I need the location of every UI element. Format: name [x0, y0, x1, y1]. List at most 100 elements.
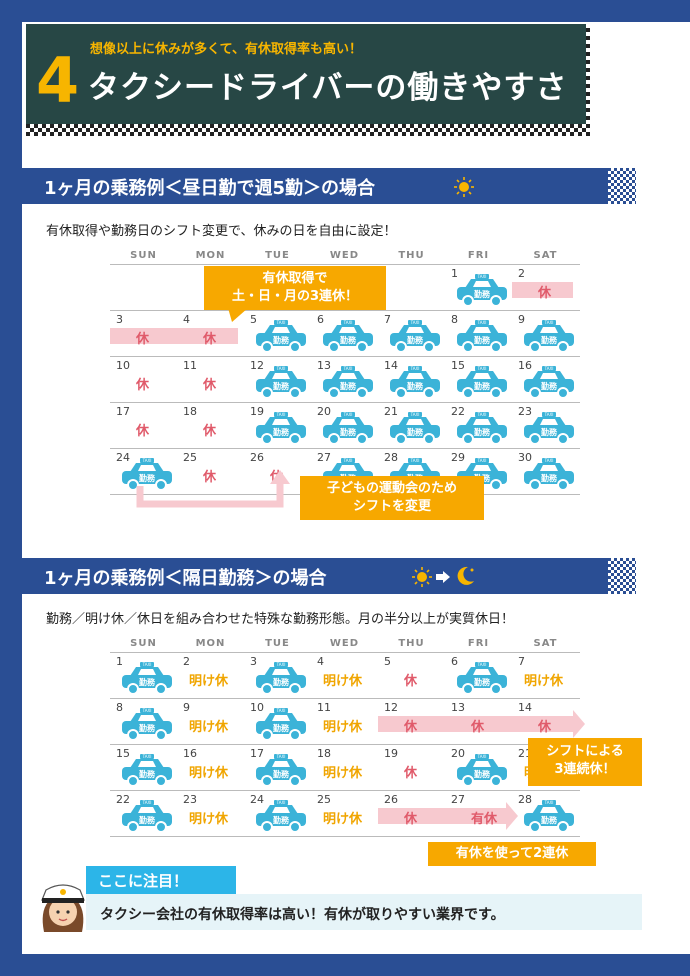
- section-number: 4: [36, 44, 80, 117]
- page-title: タクシードライバーの働きやすさ: [88, 70, 568, 106]
- note-heading: ここに注目！: [86, 866, 236, 894]
- checker-flag: [608, 558, 636, 594]
- calendar-section1: SUN MON TUE WED THU FRI SAT 1 TAXI 勤務 2 休 3 休 4 休 5 TAXI 勤…: [110, 250, 580, 500]
- taxi-sign-label: TAXI: [276, 800, 286, 805]
- work-label: 勤務: [541, 473, 558, 483]
- taxi-sign-label: TAXI: [142, 800, 152, 805]
- calendar-gridline: [110, 356, 580, 357]
- taxi-sign-label: TAXI: [544, 412, 554, 417]
- day-number: 26: [250, 451, 264, 464]
- taxi-sign-label: TAXI: [142, 708, 152, 713]
- day-number: 7: [518, 655, 525, 668]
- section2-bar: 1ヶ月の乗務例＜隔日勤務＞の場合: [22, 558, 636, 594]
- taxi-sign-label: TAXI: [343, 458, 353, 463]
- day-number: 5: [384, 655, 391, 668]
- taxi-icon: TAXI 勤務: [122, 458, 172, 491]
- day-off-label: 休: [136, 378, 150, 393]
- header-subtitle: 想像以上に休みが多くて、有休取得率も高い！: [90, 42, 362, 57]
- weekday-label: SAT: [533, 250, 558, 261]
- taxi-sign-label: TAXI: [410, 458, 420, 463]
- day-number: 4: [183, 313, 190, 326]
- taxi-icon: TAXI 勤務: [524, 366, 574, 399]
- day-number: 8: [451, 313, 458, 326]
- taxi-icon: TAXI 勤務: [524, 800, 574, 833]
- work-label: 勤務: [273, 677, 290, 687]
- taxi-icon: TAXI 勤務: [390, 320, 440, 353]
- weekday-label: THU: [398, 638, 425, 649]
- day-number: 9: [183, 701, 190, 714]
- work-label: 勤務: [541, 427, 558, 437]
- taxi-sign-label: TAXI: [544, 800, 554, 805]
- after-shift-off-label: 明け休: [524, 674, 564, 689]
- taxi-sign-label: TAXI: [276, 708, 286, 713]
- calendar-gridline: [110, 310, 580, 311]
- taxi-sign-label: TAXI: [276, 754, 286, 759]
- after-shift-off-label: 明け休: [189, 812, 229, 827]
- work-label: 勤務: [340, 335, 357, 345]
- taxi-sign-label: TAXI: [343, 366, 353, 371]
- work-label: 勤務: [139, 769, 156, 779]
- day-number: 29: [451, 451, 465, 464]
- after-shift-off-label: 明け休: [189, 720, 229, 735]
- weekday-label: FRI: [467, 638, 490, 649]
- taxi-sign-label: TAXI: [276, 412, 286, 417]
- driver-avatar: [41, 884, 85, 932]
- after-shift-off-label: 明け休: [189, 766, 229, 781]
- work-label: 勤務: [139, 473, 156, 483]
- day-number: 13: [317, 359, 331, 372]
- calendar-gridline: [110, 448, 580, 449]
- work-label: 勤務: [474, 381, 491, 391]
- taxi-icon: TAXI 勤務: [457, 754, 507, 787]
- day-number: 6: [317, 313, 324, 326]
- work-label: 勤務: [273, 427, 290, 437]
- taxi-sign-label: TAXI: [410, 320, 420, 325]
- section2-title: 1ヶ月の乗務例＜隔日勤務＞の場合: [44, 568, 327, 589]
- taxi-icon: TAXI 勤務: [122, 708, 172, 741]
- taxi-icon: TAXI 勤務: [256, 662, 306, 695]
- calendar-gridline: [110, 836, 580, 837]
- taxi-sign-label: TAXI: [477, 458, 487, 463]
- callout-three-day-holiday: 有休取得で 土・日・月の3連休！: [204, 266, 386, 310]
- day-number: 16: [518, 359, 532, 372]
- taxi-sign-label: TAXI: [477, 662, 487, 667]
- day-off-label: 休: [538, 286, 552, 301]
- taxi-icon: TAXI 勤務: [323, 412, 373, 445]
- day-number: 16: [183, 747, 197, 760]
- work-label: 勤務: [139, 815, 156, 825]
- checker-flag: [608, 168, 636, 204]
- day-number: 18: [317, 747, 331, 760]
- taxi-icon: TAXI 勤務: [256, 754, 306, 787]
- day-number: 10: [116, 359, 130, 372]
- day-number: 11: [183, 359, 197, 372]
- day-off-label: 休: [203, 470, 217, 485]
- day-number: 23: [183, 793, 197, 806]
- taxi-icon: TAXI 勤務: [524, 412, 574, 445]
- calendar-gridline: [110, 402, 580, 403]
- section1-bar: 1ヶ月の乗務例＜昼日勤で週5勤＞の場合: [22, 168, 636, 204]
- taxi-icon: TAXI 勤務: [457, 366, 507, 399]
- day-off-label: 休: [136, 332, 150, 347]
- day-number: 28: [384, 451, 398, 464]
- taxi-sign-label: TAXI: [544, 366, 554, 371]
- day-number: 1: [451, 267, 458, 280]
- work-label: 勤務: [474, 335, 491, 345]
- weekday-label: THU: [398, 250, 425, 261]
- day-number: 2: [183, 655, 190, 668]
- work-label: 勤務: [541, 335, 558, 345]
- calendar-section2: SUN MON TUE WED THU FRI SAT 1 TAXI 勤務 2 明け休 3 TAXI 勤務 4…: [110, 638, 585, 838]
- taxi-icon: TAXI 勤務: [457, 412, 507, 445]
- taxi-sign-label: TAXI: [142, 458, 152, 463]
- callout-paid-two-day: 有休を使って2連休: [428, 842, 596, 866]
- day-number: 19: [384, 747, 398, 760]
- day-number: 14: [384, 359, 398, 372]
- sun-icon: [454, 177, 474, 197]
- day-off-label: 休: [404, 766, 418, 781]
- paid-leave-label: 有休: [471, 812, 498, 827]
- day-number: 28: [518, 793, 532, 806]
- day-number: 14: [518, 701, 532, 714]
- weekday-label: TUE: [265, 250, 290, 261]
- day-number: 9: [518, 313, 525, 326]
- day-off-label: 休: [404, 720, 418, 735]
- day-off-label: 休: [404, 674, 418, 689]
- callout-shift-change: 子どもの運動会のため シフトを変更: [300, 476, 484, 520]
